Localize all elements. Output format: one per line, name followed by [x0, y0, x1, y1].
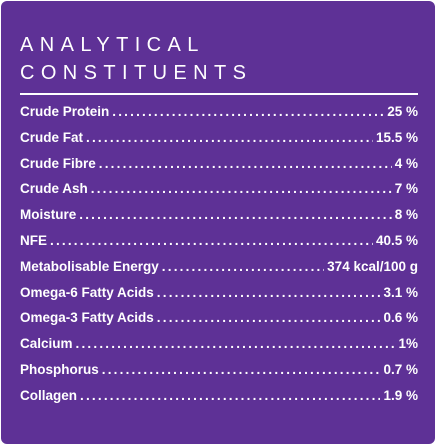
dot-leader — [102, 362, 381, 377]
constituent-row-crude-protein: Crude Protein 25 % — [20, 104, 418, 130]
dot-leader — [112, 104, 384, 119]
dot-leader — [86, 130, 373, 145]
constituent-value: 40.5 % — [375, 232, 418, 248]
dot-leader — [79, 207, 391, 222]
constituent-row-crude-fat: Crude Fat 15.5 % — [20, 130, 418, 156]
constituent-label: Omega-6 Fatty Acids — [20, 284, 154, 300]
constituent-label: NFE — [20, 232, 47, 248]
dot-leader — [157, 310, 381, 325]
constituent-row-calcium: Calcium 1% — [20, 336, 418, 362]
dot-leader — [99, 156, 392, 171]
dot-leader — [76, 336, 396, 351]
constituent-row-nfe: NFE 40.5 % — [20, 233, 418, 259]
constituent-label: Crude Fat — [20, 129, 84, 145]
title-line-1: ANALYTICAL — [20, 34, 205, 56]
constituent-value: 1% — [398, 336, 418, 352]
constituent-label: Collagen — [20, 387, 78, 403]
constituent-label: Calcium — [20, 336, 73, 352]
dot-leader — [91, 181, 392, 196]
constituent-value: 3.1 % — [383, 284, 418, 300]
constituent-value: 1.9 % — [383, 387, 418, 403]
constituent-label: Crude Fibre — [20, 155, 96, 171]
title-divider — [20, 93, 418, 95]
title-line-2: CONSTITUENTS — [20, 62, 253, 84]
constituent-label: Omega-3 Fatty Acids — [20, 310, 154, 326]
constituent-row-omega-3: Omega-3 Fatty Acids 0.6 % — [20, 310, 418, 336]
constituent-value: 4 % — [394, 155, 418, 171]
constituent-label: Metabolisable Energy — [20, 258, 159, 274]
constituent-label: Crude Protein — [20, 104, 110, 119]
constituent-value: 7 % — [394, 181, 418, 197]
constituent-value: 0.6 % — [383, 310, 418, 326]
dot-leader — [50, 233, 373, 248]
constituent-row-collagen: Collagen 1.9 % — [20, 388, 418, 414]
constituents-list: Crude Protein 25 % Crude Fat 15.5 % Crud… — [20, 104, 418, 414]
dot-leader — [80, 388, 380, 403]
constituent-row-phosphorus: Phosphorus 0.7 % — [20, 362, 418, 388]
constituent-value: 374 kcal/100 g — [327, 258, 418, 274]
constituent-value: 8 % — [394, 207, 418, 223]
constituent-value: 0.7 % — [383, 361, 418, 377]
constituent-row-crude-ash: Crude Ash 7 % — [20, 181, 418, 207]
dot-leader — [157, 285, 381, 300]
constituent-row-crude-fibre: Crude Fibre 4 % — [20, 156, 418, 182]
constituent-label: Moisture — [20, 207, 77, 223]
constituent-row-omega-6: Omega-6 Fatty Acids 3.1 % — [20, 285, 418, 311]
panel-title: ANALYTICAL CONSTITUENTS — [20, 31, 252, 87]
constituent-row-metabolisable-energy: Metabolisable Energy 374 kcal/100 g — [20, 259, 418, 285]
dot-leader — [162, 259, 324, 274]
constituent-row-moisture: Moisture 8 % — [20, 207, 418, 233]
constituent-value: 25 % — [387, 104, 418, 119]
constituent-label: Crude Ash — [20, 181, 88, 197]
constituent-label: Phosphorus — [20, 361, 99, 377]
constituent-value: 15.5 % — [375, 129, 418, 145]
